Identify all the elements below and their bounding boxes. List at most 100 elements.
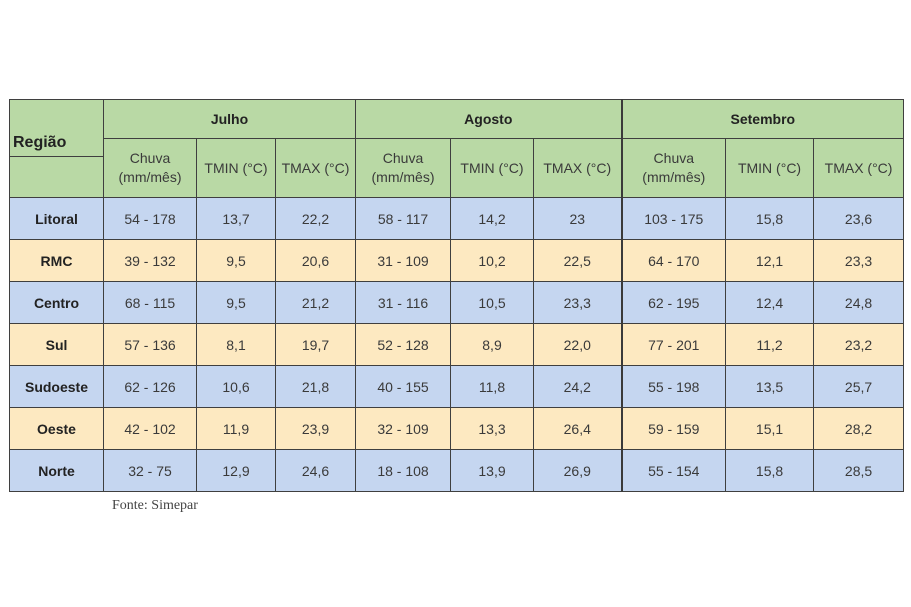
chuva-cell-set: 77 - 201 xyxy=(620,323,727,366)
month-header-agosto: Agosto xyxy=(354,99,623,139)
chuva-cell-ago: 18 - 108 xyxy=(355,449,451,492)
tmin-cell-ago: 8,9 xyxy=(450,323,534,366)
region-header-label: Região xyxy=(13,134,67,151)
tmin-cell-ago: 10,5 xyxy=(450,281,534,324)
col-header-chuva-jul: Chuva (mm/mês) xyxy=(103,138,197,198)
tmin-cell-set: 15,8 xyxy=(725,449,815,492)
table-body: Litoral 54 - 178 13,7 22,2 58 - 117 14,2 23 103… xyxy=(9,197,905,492)
chuva-cell-jul: 68 - 115 xyxy=(103,281,197,324)
tmax-cell-set: 23,6 xyxy=(813,197,905,240)
col-header-tmax-jul: TMAX (°C) xyxy=(275,138,356,198)
tmin-cell-set: 12,4 xyxy=(725,281,815,324)
chuva-cell-set: 55 - 154 xyxy=(620,449,727,492)
col-header-tmin-jul: TMIN (°C) xyxy=(196,138,276,198)
chuva-cell-jul: 39 - 132 xyxy=(103,239,197,282)
tmin-cell-set: 15,1 xyxy=(725,407,815,450)
chuva-label: Chuva xyxy=(653,150,695,166)
region-header-underline xyxy=(10,156,103,157)
tmax-cell-set: 23,3 xyxy=(813,239,905,282)
tmax-cell-set: 23,2 xyxy=(813,323,905,366)
col-header-tmin-set: TMIN (°C) xyxy=(725,138,815,198)
table-row: RMC 39 - 132 9,5 20,6 31 - 109 10,2 22,5 64 - 1… xyxy=(9,239,905,282)
chuva-cell-ago: 31 - 109 xyxy=(355,239,451,282)
tmax-cell-ago: 23,3 xyxy=(532,281,623,324)
chuva-label: Chuva xyxy=(382,150,424,166)
chuva-unit-label: (mm/mês) xyxy=(642,169,706,185)
tmax-cell-jul: 22,2 xyxy=(275,197,356,240)
col-header-chuva-ago: Chuva (mm/mês) xyxy=(355,138,451,198)
tmax-cell-jul: 23,9 xyxy=(275,407,356,450)
chuva-cell-jul: 54 - 178 xyxy=(103,197,197,240)
tmax-cell-jul: 20,6 xyxy=(275,239,356,282)
col-header-tmax-ago: TMAX (°C) xyxy=(532,138,623,198)
chuva-cell-ago: 32 - 109 xyxy=(355,407,451,450)
tmax-cell-set: 24,8 xyxy=(813,281,905,324)
tmin-cell-ago: 13,3 xyxy=(450,407,534,450)
tmax-cell-ago: 26,9 xyxy=(532,449,623,492)
region-name-cell: Sul xyxy=(9,323,104,366)
chuva-cell-jul: 62 - 126 xyxy=(103,365,197,408)
tmax-cell-ago: 26,4 xyxy=(532,407,623,450)
tmin-cell-jul: 9,5 xyxy=(196,281,276,324)
month-header-julho: Julho xyxy=(103,99,356,139)
chuva-unit-label: (mm/mês) xyxy=(118,169,182,185)
tmin-cell-ago: 13,9 xyxy=(450,449,534,492)
table-row: Centro 68 - 115 9,5 21,2 31 - 116 10,5 23,3 62 … xyxy=(9,281,905,324)
region-name-cell: Litoral xyxy=(9,197,104,240)
tmax-cell-set: 28,2 xyxy=(813,407,905,450)
region-name-cell: Oeste xyxy=(9,407,104,450)
region-name-cell: RMC xyxy=(9,239,104,282)
table-row: Norte 32 - 75 12,9 24,6 18 - 108 13,9 26,9 55 -… xyxy=(9,449,905,492)
chuva-cell-set: 55 - 198 xyxy=(620,365,727,408)
chuva-cell-set: 103 - 175 xyxy=(620,197,727,240)
col-header-chuva-set: Chuva (mm/mês) xyxy=(620,138,727,198)
chuva-cell-jul: 42 - 102 xyxy=(103,407,197,450)
table-row: Oeste 42 - 102 11,9 23,9 32 - 109 13,3 26,4 59 … xyxy=(9,407,905,450)
source-note: Fonte: Simepar xyxy=(112,498,198,513)
chuva-cell-jul: 32 - 75 xyxy=(103,449,197,492)
chuva-cell-set: 59 - 159 xyxy=(620,407,727,450)
table-row: Litoral 54 - 178 13,7 22,2 58 - 117 14,2 23 103… xyxy=(9,197,905,240)
chuva-cell-ago: 31 - 116 xyxy=(355,281,451,324)
col-header-tmax-set: TMAX (°C) xyxy=(813,138,905,198)
tmin-cell-ago: 14,2 xyxy=(450,197,534,240)
tmin-cell-set: 13,5 xyxy=(725,365,815,408)
region-name-cell: Centro xyxy=(9,281,104,324)
chuva-cell-ago: 52 - 128 xyxy=(355,323,451,366)
tmin-cell-set: 11,2 xyxy=(725,323,815,366)
chuva-cell-set: 64 - 170 xyxy=(620,239,727,282)
tmin-cell-set: 12,1 xyxy=(725,239,815,282)
tmax-cell-ago: 22,0 xyxy=(532,323,623,366)
chuva-unit-label: (mm/mês) xyxy=(371,169,435,185)
tmin-cell-jul: 10,6 xyxy=(196,365,276,408)
tmin-cell-jul: 9,5 xyxy=(196,239,276,282)
tmin-cell-jul: 13,7 xyxy=(196,197,276,240)
tmax-cell-jul: 21,2 xyxy=(275,281,356,324)
tmax-cell-jul: 21,8 xyxy=(275,365,356,408)
tmax-cell-ago: 22,5 xyxy=(532,239,623,282)
region-name-cell: Sudoeste xyxy=(9,365,104,408)
tmin-cell-jul: 12,9 xyxy=(196,449,276,492)
region-name-cell: Norte xyxy=(9,449,104,492)
chuva-cell-jul: 57 - 136 xyxy=(103,323,197,366)
climate-table: Região Julho Agosto Setembro Chuva (mm/mê… xyxy=(9,99,905,492)
chuva-label: Chuva xyxy=(129,150,171,166)
tmax-cell-set: 25,7 xyxy=(813,365,905,408)
col-header-tmin-ago: TMIN (°C) xyxy=(450,138,534,198)
table-row: Sudoeste 62 - 126 10,6 21,8 40 - 155 11,8 24,2… xyxy=(9,365,905,408)
tmin-cell-set: 15,8 xyxy=(725,197,815,240)
month-header-setembro: Setembro xyxy=(620,99,905,139)
tmin-cell-jul: 8,1 xyxy=(196,323,276,366)
tmax-cell-ago: 24,2 xyxy=(532,365,623,408)
table-row: Sul 57 - 136 8,1 19,7 52 - 128 8,9 22,0 77 - 20… xyxy=(9,323,905,366)
tmin-cell-ago: 10,2 xyxy=(450,239,534,282)
tmax-cell-ago: 23 xyxy=(532,197,623,240)
tmin-cell-ago: 11,8 xyxy=(450,365,534,408)
chuva-cell-set: 62 - 195 xyxy=(620,281,727,324)
tmax-cell-set: 28,5 xyxy=(813,449,905,492)
tmax-cell-jul: 19,7 xyxy=(275,323,356,366)
chuva-cell-ago: 40 - 155 xyxy=(355,365,451,408)
tmin-cell-jul: 11,9 xyxy=(196,407,276,450)
tmax-cell-jul: 24,6 xyxy=(275,449,356,492)
region-header: Região xyxy=(9,99,104,198)
